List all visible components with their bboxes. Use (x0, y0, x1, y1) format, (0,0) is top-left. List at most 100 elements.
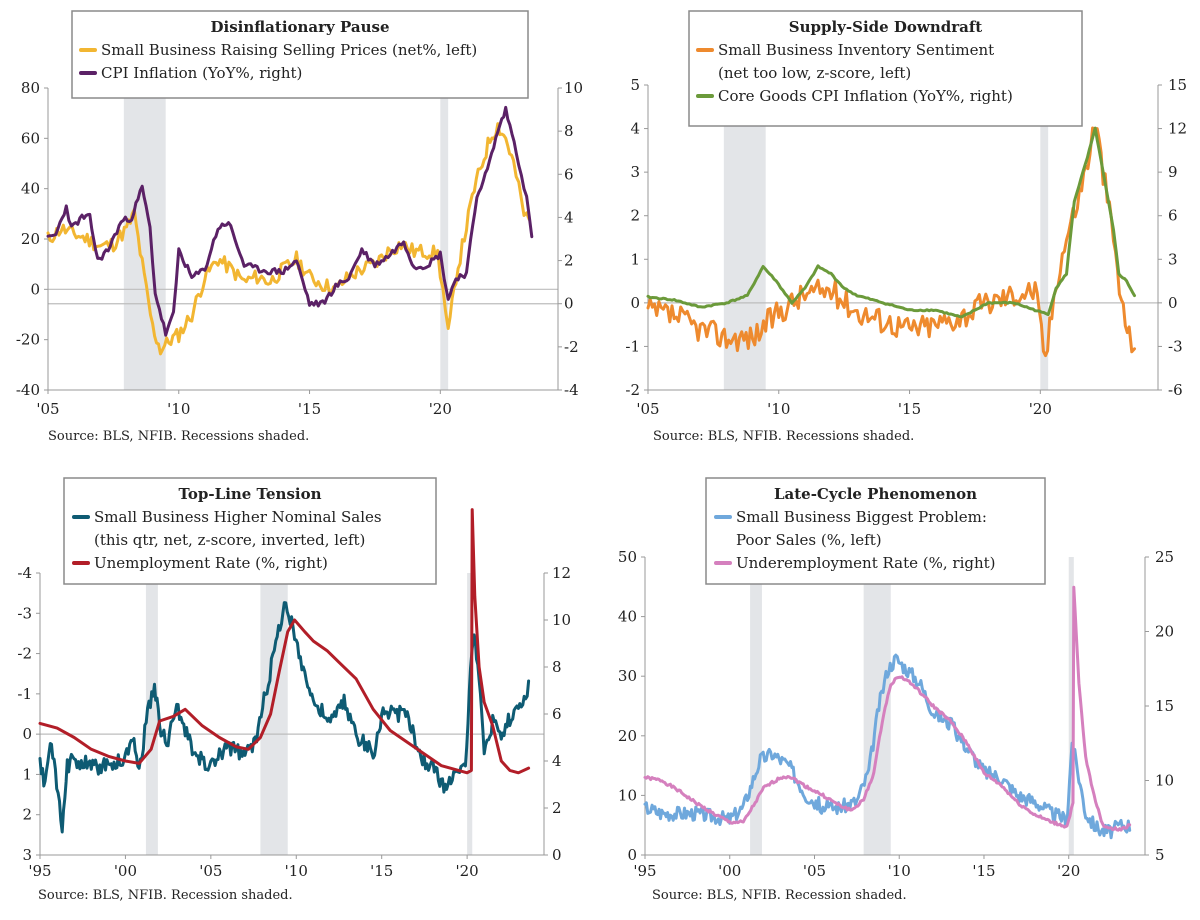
y-left-tick-label: 2 (630, 207, 640, 225)
x-tick-label: '05 (636, 400, 659, 418)
y-right-tick-label: 12 (1168, 120, 1187, 138)
x-tick-label: '20 (1057, 862, 1080, 880)
legend-box (688, 10, 1083, 127)
chart-panel-3: -4-3-2-10123121086420'95'00'05'10'15'20T… (17, 477, 571, 903)
y-right-tick-label: 5 (1155, 846, 1165, 864)
x-tick-label: '00 (718, 862, 741, 880)
source-note: Source: BLS, NFIB. Recession shaded. (38, 888, 293, 903)
y-left-tick-label: -40 (16, 381, 40, 399)
y-right-tick-label: 6 (552, 705, 562, 723)
y-right-tick-label: 0 (564, 295, 574, 313)
y-left-tick-label: 80 (21, 79, 40, 97)
recession-band (440, 88, 449, 390)
y-left-tick-label: 5 (630, 76, 640, 94)
y-left-tick-label: -4 (17, 564, 32, 582)
chart-title: Disinflationary Pause (211, 18, 390, 36)
legend-label: (this qtr, net, z-score, inverted, left) (94, 531, 365, 549)
x-tick-label: '95 (28, 862, 51, 880)
y-right-tick-label: 25 (1155, 548, 1174, 566)
y-left-tick-label: 0 (22, 725, 32, 743)
y-right-tick-label: 4 (552, 752, 562, 770)
series-line-2 (38, 508, 531, 775)
y-left-tick-label: 20 (618, 727, 637, 745)
y-right-tick-label: 15 (1155, 697, 1174, 715)
y-left-tick-label: 0 (630, 294, 640, 312)
y-left-tick-label: 3 (22, 846, 32, 864)
legend-label: CPI Inflation (YoY%, right) (101, 64, 302, 82)
y-left-tick-label: -20 (16, 331, 40, 349)
legend-box (71, 10, 529, 99)
y-left-tick-label: 50 (618, 548, 637, 566)
x-tick-label: '20 (456, 862, 479, 880)
y-right-tick-label: 8 (552, 658, 562, 676)
y-right-tick-label: -3 (1168, 337, 1183, 355)
y-left-tick-label: 60 (21, 129, 40, 147)
x-tick-label: '10 (167, 400, 190, 418)
y-right-tick-label: 10 (1155, 772, 1174, 790)
x-tick-label: '15 (298, 400, 321, 418)
y-left-tick-label: -2 (17, 645, 32, 663)
y-right-tick-label: 6 (564, 165, 574, 183)
y-left-tick-label: -1 (625, 337, 640, 355)
chart-title: Supply-Side Downdraft (789, 18, 983, 36)
recession-band (1040, 85, 1049, 390)
legend-label: Poor Sales (%, left) (736, 531, 882, 549)
y-right-tick-label: -6 (1168, 381, 1183, 399)
series-line-2 (643, 585, 1132, 832)
y-left-tick-label: 0 (627, 846, 637, 864)
series-line-2 (46, 105, 534, 337)
legend-label: Small Business Higher Nominal Sales (94, 508, 382, 526)
y-left-tick-label: 1 (22, 765, 32, 783)
legend-label: Small Business Raising Selling Prices (n… (101, 41, 477, 59)
chart-panel-2: 5 4 3 2 1 0 -1 -2 15 12 9 6 3 0 -3 -6 '05 '10 '15 '20 Supply… (625, 10, 1187, 444)
y-right-tick-label: 0 (552, 846, 562, 864)
y-right-tick-label: 20 (1155, 623, 1174, 641)
source-note: Source: BLS, NFIB. Recession shaded. (652, 888, 907, 903)
series-line-2 (646, 126, 1136, 319)
y-right-tick-label: 6 (1168, 207, 1178, 225)
x-tick-label: '95 (633, 862, 656, 880)
legend-label: Small Business Biggest Problem: (736, 508, 987, 526)
source-note: Source: BLS, NFIB. Recessions shaded. (48, 429, 309, 444)
y-left-tick-label: 1 (630, 250, 640, 268)
legend-label: Underemployment Rate (%, right) (736, 554, 996, 572)
y-right-tick-label: 10 (564, 79, 583, 97)
y-right-tick-label: 10 (552, 611, 571, 629)
y-left-tick-label: 40 (21, 180, 40, 198)
x-tick-label: '05 (36, 400, 59, 418)
series-line-1 (646, 126, 1136, 358)
y-right-tick-label: -2 (564, 338, 579, 356)
x-tick-label: '20 (429, 400, 452, 418)
legend-box (705, 477, 1046, 585)
recession-band (123, 88, 166, 390)
y-left-tick-label: 30 (618, 667, 637, 685)
x-tick-label: '10 (888, 862, 911, 880)
y-right-tick-label: 15 (1168, 76, 1187, 94)
chart-panel-1: 806040200-20-401086420-2-4'05'10'15'20Di… (16, 10, 583, 444)
series-line-1 (38, 601, 531, 834)
y-right-tick-label: 0 (1168, 294, 1178, 312)
x-tick-label: '10 (285, 862, 308, 880)
y-left-tick-label: -1 (17, 685, 32, 703)
x-tick-label: '10 (767, 400, 790, 418)
legend-label: Core Goods CPI Inflation (YoY%, right) (718, 87, 1013, 105)
series-line-1 (46, 122, 531, 356)
legend-label: Unemployment Rate (%, right) (94, 554, 328, 572)
y-left-tick-label: 20 (21, 230, 40, 248)
y-right-tick-label: 2 (552, 799, 562, 817)
y-left-tick-label: 0 (30, 280, 40, 298)
y-left-tick-label: -2 (625, 381, 640, 399)
x-tick-label: '05 (199, 862, 222, 880)
y-left-tick-label: 2 (22, 806, 32, 824)
recession-band (750, 557, 762, 855)
x-tick-label: '00 (114, 862, 137, 880)
x-tick-label: '05 (803, 862, 826, 880)
x-tick-label: '15 (370, 862, 393, 880)
y-right-tick-label: 2 (564, 252, 574, 270)
chart-title: Late-Cycle Phenomenon (774, 485, 977, 503)
legend-box (63, 477, 437, 585)
x-tick-label: '15 (898, 400, 921, 418)
chart-title: Top-Line Tension (178, 485, 321, 503)
y-right-tick-label: 3 (1168, 250, 1178, 268)
